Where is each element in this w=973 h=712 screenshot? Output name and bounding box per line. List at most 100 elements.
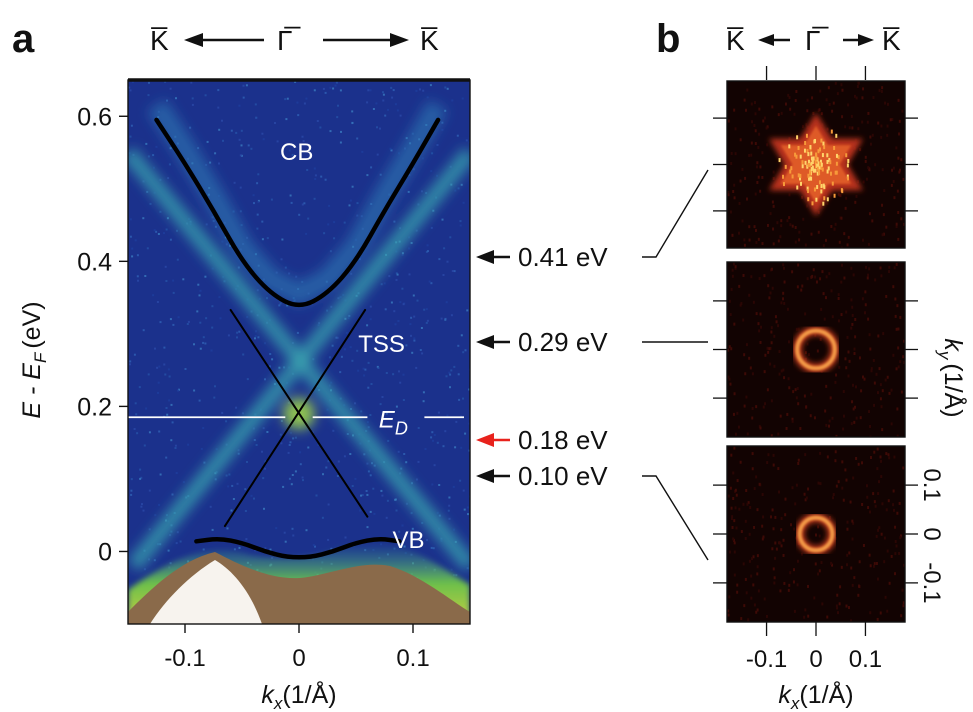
noise-speck — [316, 120, 319, 122]
map-bright-speck — [823, 145, 826, 150]
map-noise — [832, 493, 835, 497]
noise-speck — [257, 201, 260, 204]
map-bright-speck — [835, 170, 838, 175]
map-noise — [884, 378, 887, 382]
map-noise — [785, 426, 788, 430]
noise-speck — [168, 375, 171, 378]
map-noise — [767, 284, 770, 288]
map-noise — [757, 237, 760, 241]
map-noise — [895, 327, 898, 331]
map-noise — [738, 507, 741, 511]
map-noise — [804, 453, 807, 457]
noise-speck — [165, 280, 168, 282]
valence-band-saturation — [150, 560, 262, 624]
map-noise — [804, 243, 807, 247]
noise-speck — [239, 154, 242, 157]
map-noise — [828, 272, 831, 276]
noise-speck — [313, 89, 316, 92]
dirac-point-line: ED — [128, 406, 464, 438]
map-noise — [770, 330, 773, 334]
map-noise — [743, 404, 746, 408]
map-noise — [903, 339, 905, 343]
map-noise — [840, 313, 843, 317]
map-noise — [727, 609, 730, 613]
y-tick-label-b: -0.1 — [918, 562, 945, 603]
map-bright-speck — [812, 168, 815, 173]
map-noise — [858, 356, 861, 360]
noise-speck — [412, 168, 415, 171]
map-noise — [876, 577, 879, 581]
map-noise — [849, 500, 852, 504]
noise-speck — [142, 217, 145, 220]
map-noise — [804, 312, 807, 316]
map-noise — [734, 127, 737, 131]
map-bright-speck — [790, 166, 793, 171]
map-noise — [746, 432, 749, 436]
map-noise — [899, 534, 902, 538]
map-noise — [880, 532, 883, 536]
map-noise — [851, 583, 854, 587]
noise-speck — [428, 280, 431, 283]
map-noise — [875, 372, 878, 376]
map-noise — [727, 191, 730, 195]
map-bright-speck — [799, 176, 802, 181]
map-noise — [844, 206, 847, 210]
map-noise — [730, 506, 733, 510]
map-bright-speck — [808, 176, 811, 181]
noise-speck — [331, 344, 334, 347]
map-noise — [750, 102, 753, 106]
map-noise — [733, 108, 736, 112]
map-noise — [902, 604, 905, 608]
noise-speck — [411, 527, 414, 530]
map-noise — [881, 233, 884, 237]
noise-speck — [305, 529, 308, 532]
map-noise — [727, 193, 730, 197]
map-noise — [892, 285, 895, 289]
map-noise — [892, 179, 895, 183]
noise-speck — [142, 329, 145, 332]
map-noise — [764, 402, 767, 406]
map-noise — [782, 266, 785, 270]
map-noise — [884, 595, 887, 599]
map-noise — [841, 88, 844, 92]
map-noise — [739, 303, 742, 307]
map-noise — [872, 96, 875, 100]
noise-speck — [462, 351, 465, 354]
map-bright-speck — [821, 167, 824, 172]
map-noise — [750, 141, 753, 145]
map-noise — [743, 243, 746, 247]
map-noise — [894, 297, 897, 301]
noise-speck — [221, 411, 224, 414]
map-noise — [858, 560, 861, 564]
map-noise — [756, 572, 759, 576]
map-noise — [803, 394, 806, 398]
map-noise — [853, 347, 856, 351]
map-noise — [771, 286, 774, 290]
noise-speck — [254, 335, 257, 338]
noise-speck — [163, 363, 166, 366]
noise-speck — [438, 258, 441, 261]
map-noise — [890, 388, 893, 392]
map-noise — [869, 611, 872, 615]
map-noise — [728, 377, 731, 381]
noise-speck — [292, 437, 295, 440]
map-noise — [868, 267, 871, 271]
noise-speck — [172, 279, 175, 282]
noise-speck — [128, 86, 131, 89]
noise-speck — [237, 266, 240, 269]
map-noise — [851, 537, 854, 541]
y-tick-label-a: 0.6 — [77, 103, 112, 131]
noise-speck — [386, 345, 389, 348]
noise-speck — [289, 194, 292, 197]
noise-speck — [264, 547, 267, 550]
map-noise — [839, 194, 842, 198]
map-noise — [731, 515, 734, 519]
map-noise — [825, 296, 828, 300]
noise-speck — [264, 378, 266, 381]
noise-speck — [182, 481, 185, 484]
noise-speck — [298, 213, 301, 216]
map-noise — [869, 564, 872, 568]
noise-speck — [140, 476, 143, 479]
noise-speck — [339, 89, 342, 92]
map-noise — [742, 273, 745, 277]
